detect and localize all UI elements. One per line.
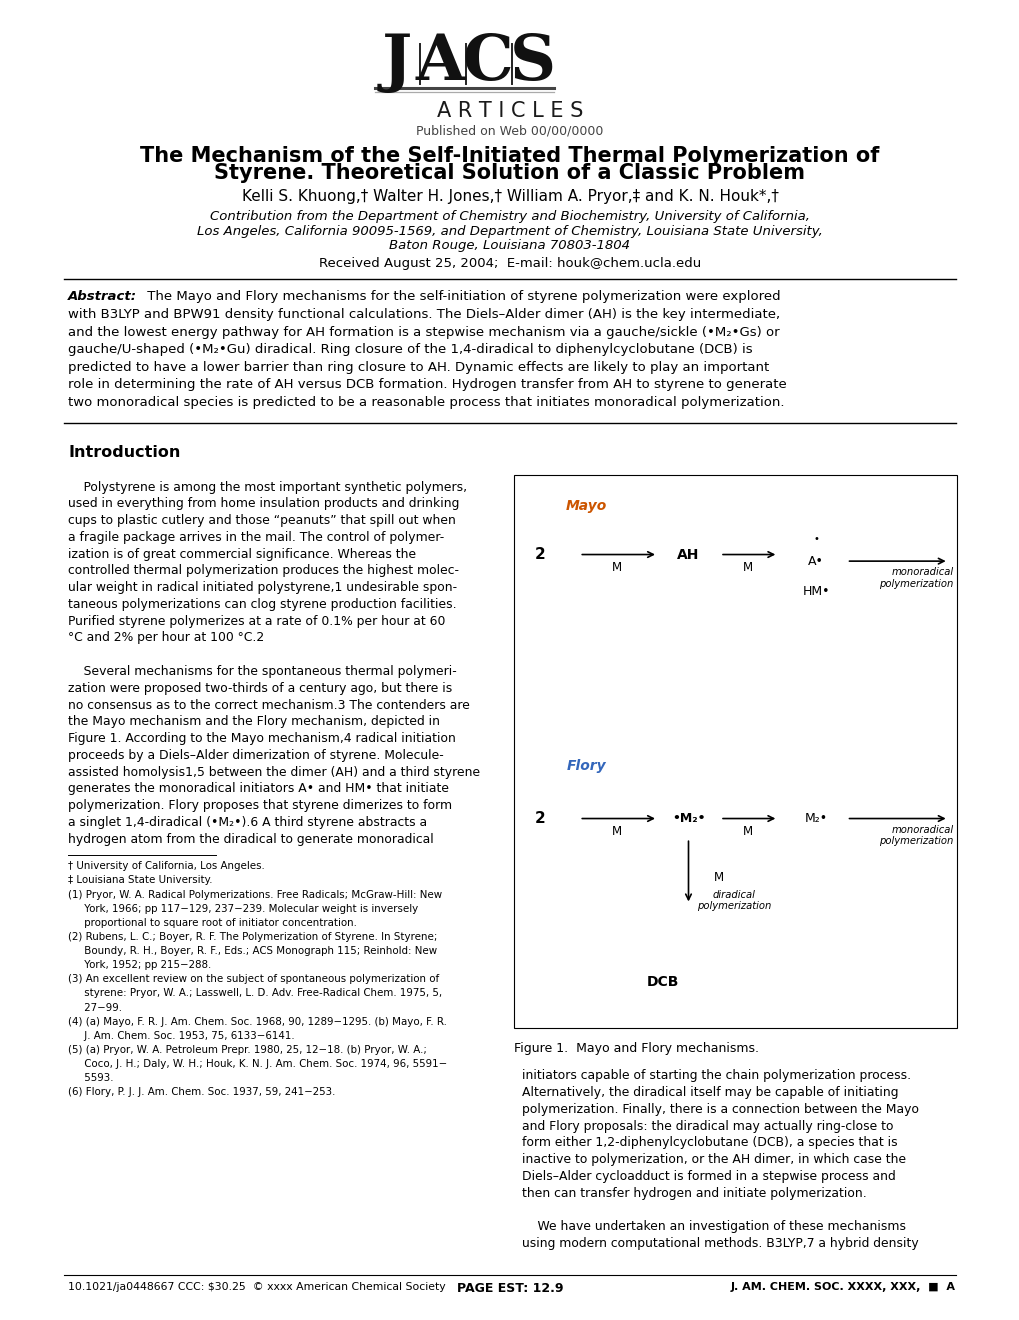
Text: A R T I C L E S: A R T I C L E S (436, 100, 583, 121)
Text: M: M (611, 561, 622, 574)
Text: Los Angeles, California 90095-1569, and Department of Chemistry, Louisiana State: Los Angeles, California 90095-1569, and … (197, 224, 822, 238)
Text: controlled thermal polymerization produces the highest molec-: controlled thermal polymerization produc… (68, 565, 459, 577)
Text: cups to plastic cutlery and those “peanuts” that spill out when: cups to plastic cutlery and those “peanu… (68, 513, 455, 527)
Text: We have undertaken an investigation of these mechanisms: We have undertaken an investigation of t… (522, 1220, 905, 1233)
Text: proceeds by a Diels–Alder dimerization of styrene. Molecule-: proceeds by a Diels–Alder dimerization o… (68, 748, 443, 762)
Text: 5593.: 5593. (68, 1073, 114, 1084)
Text: HM•: HM• (802, 585, 828, 598)
Text: Diels–Alder cycloadduct is formed in a stepwise process and: Diels–Alder cycloadduct is formed in a s… (522, 1170, 895, 1183)
Text: a singlet 1,4-diradical (•M₂•).6 A third styrene abstracts a: a singlet 1,4-diradical (•M₂•).6 A third… (68, 816, 427, 829)
Text: and the lowest energy pathway for AH formation is a stepwise mechanism via a gau: and the lowest energy pathway for AH for… (68, 326, 780, 338)
Bar (514, 475, 956, 1028)
Text: used in everything from home insulation products and drinking: used in everything from home insulation … (68, 498, 460, 511)
Text: J. AM. CHEM. SOC. XXXX, XXX,  ■  A: J. AM. CHEM. SOC. XXXX, XXX, ■ A (730, 1282, 955, 1292)
Text: ular weight in radical initiated polystyrene,1 undesirable spon-: ular weight in radical initiated polysty… (68, 581, 457, 594)
Text: generates the monoradical initiators A• and HM• that initiate: generates the monoradical initiators A• … (68, 783, 449, 796)
Text: M: M (713, 871, 723, 884)
Text: •M₂•: •M₂• (672, 812, 704, 825)
Text: A: A (416, 32, 465, 92)
Text: Styrene. Theoretical Solution of a Classic Problem: Styrene. Theoretical Solution of a Class… (214, 162, 805, 183)
Text: ization is of great commercial significance. Whereas the: ization is of great commercial significa… (68, 548, 416, 561)
Text: Kelli S. Khuong,† Walter H. Jones,† William A. Pryor,‡ and K. N. Houk*,†: Kelli S. Khuong,† Walter H. Jones,† Will… (242, 189, 777, 205)
Text: two monoradical species is predicted to be a reasonable process that initiates m: two monoradical species is predicted to … (68, 396, 784, 409)
Text: (4) (a) Mayo, F. R. J. Am. Chem. Soc. 1968, 90, 1289−1295. (b) Mayo, F. R.: (4) (a) Mayo, F. R. J. Am. Chem. Soc. 19… (68, 1016, 446, 1027)
Text: Abstract:: Abstract: (68, 290, 138, 304)
Text: taneous polymerizations can clog styrene production facilities.: taneous polymerizations can clog styrene… (68, 598, 457, 611)
Text: monoradical
polymerization: monoradical polymerization (878, 568, 953, 589)
Text: no consensus as to the correct mechanism.3 The contenders are: no consensus as to the correct mechanism… (68, 698, 470, 711)
Text: S: S (508, 32, 555, 92)
Text: 2: 2 (535, 810, 545, 826)
Text: polymerization. Finally, there is a connection between the Mayo: polymerization. Finally, there is a conn… (522, 1102, 918, 1115)
Text: Figure 1. According to the Mayo mechanism,4 radical initiation: Figure 1. According to the Mayo mechanis… (68, 733, 455, 744)
Text: Figure 1.  Mayo and Flory mechanisms.: Figure 1. Mayo and Flory mechanisms. (514, 1041, 758, 1055)
Text: C: C (462, 32, 513, 92)
Text: The Mayo and Flory mechanisms for the self-initiation of styrene polymerization : The Mayo and Flory mechanisms for the se… (143, 290, 780, 304)
Text: using modern computational methods. B3LYP,7 a hybrid density: using modern computational methods. B3LY… (522, 1237, 918, 1250)
Text: The Mechanism of the Self-Initiated Thermal Polymerization of: The Mechanism of the Self-Initiated Ther… (141, 145, 878, 166)
Text: then can transfer hydrogen and initiate polymerization.: then can transfer hydrogen and initiate … (522, 1187, 866, 1200)
Text: Introduction: Introduction (68, 445, 180, 459)
Text: role in determining the rate of AH versus DCB formation. Hydrogen transfer from : role in determining the rate of AH versu… (68, 378, 787, 391)
Text: York, 1952; pp 215−288.: York, 1952; pp 215−288. (68, 960, 211, 970)
Text: the Mayo mechanism and the Flory mechanism, depicted in: the Mayo mechanism and the Flory mechani… (68, 715, 440, 729)
Text: † University of California, Los Angeles.: † University of California, Los Angeles. (68, 861, 265, 871)
Text: form either 1,2-diphenylcyclobutane (DCB), a species that is: form either 1,2-diphenylcyclobutane (DCB… (522, 1137, 897, 1150)
Text: PAGE EST: 12.9: PAGE EST: 12.9 (457, 1282, 562, 1295)
Text: °C and 2% per hour at 100 °C.2: °C and 2% per hour at 100 °C.2 (68, 631, 264, 644)
Text: J. Am. Chem. Soc. 1953, 75, 6133−6141.: J. Am. Chem. Soc. 1953, 75, 6133−6141. (68, 1031, 294, 1040)
Text: with B3LYP and BPW91 density functional calculations. The Diels–Alder dimer (AH): with B3LYP and BPW91 density functional … (68, 308, 780, 321)
Text: Alternatively, the diradical itself may be capable of initiating: Alternatively, the diradical itself may … (522, 1086, 898, 1100)
Text: (5) (a) Pryor, W. A. Petroleum Prepr. 1980, 25, 12−18. (b) Pryor, W. A.;: (5) (a) Pryor, W. A. Petroleum Prepr. 19… (68, 1045, 427, 1055)
Text: styrene: Pryor, W. A.; Lasswell, L. D. Adv. Free-Radical Chem. 1975, 5,: styrene: Pryor, W. A.; Lasswell, L. D. A… (68, 989, 442, 998)
Text: initiators capable of starting the chain polymerization process.: initiators capable of starting the chain… (522, 1069, 910, 1082)
Text: A•: A• (807, 554, 823, 568)
Text: J: J (381, 32, 412, 92)
Text: M₂•: M₂• (804, 812, 826, 825)
Text: Contribution from the Department of Chemistry and Biochemistry, University of Ca: Contribution from the Department of Chem… (210, 210, 809, 223)
Text: 10.1021/ja0448667 CCC: $30.25  © xxxx American Chemical Society: 10.1021/ja0448667 CCC: $30.25 © xxxx Ame… (68, 1282, 445, 1292)
Text: Boundy, R. H., Boyer, R. F., Eds.; ACS Monograph 115; Reinhold: New: Boundy, R. H., Boyer, R. F., Eds.; ACS M… (68, 946, 437, 956)
Text: M: M (742, 825, 752, 838)
Text: (6) Flory, P. J. J. Am. Chem. Soc. 1937, 59, 241−253.: (6) Flory, P. J. J. Am. Chem. Soc. 1937,… (68, 1088, 335, 1097)
Text: Baton Rouge, Louisiana 70803-1804: Baton Rouge, Louisiana 70803-1804 (389, 239, 630, 252)
Text: Received August 25, 2004;  E-mail: houk@chem.ucla.edu: Received August 25, 2004; E-mail: houk@c… (319, 257, 700, 271)
Text: Published on Web 00/00/0000: Published on Web 00/00/0000 (416, 124, 603, 137)
Text: hydrogen atom from the diradical to generate monoradical: hydrogen atom from the diradical to gene… (68, 833, 434, 846)
Text: M: M (742, 561, 752, 574)
Text: Several mechanisms for the spontaneous thermal polymeri-: Several mechanisms for the spontaneous t… (68, 665, 457, 678)
Text: AH: AH (677, 548, 699, 561)
Text: (3) An excellent review on the subject of spontaneous polymerization of: (3) An excellent review on the subject o… (68, 974, 439, 985)
Text: monoradical
polymerization: monoradical polymerization (878, 825, 953, 846)
Text: inactive to polymerization, or the AH dimer, in which case the: inactive to polymerization, or the AH di… (522, 1154, 906, 1166)
Text: and Flory proposals: the diradical may actually ring-close to: and Flory proposals: the diradical may a… (522, 1119, 893, 1133)
Text: Mayo: Mayo (566, 499, 606, 513)
Text: (1) Pryor, W. A. Radical Polymerizations. Free Radicals; McGraw-Hill: New: (1) Pryor, W. A. Radical Polymerizations… (68, 890, 442, 899)
Text: 27−99.: 27−99. (68, 1003, 122, 1012)
Text: DCB: DCB (646, 975, 679, 989)
Text: assisted homolysis1,5 between the dimer (AH) and a third styrene: assisted homolysis1,5 between the dimer … (68, 766, 480, 779)
Text: 2: 2 (535, 546, 545, 562)
Text: ‡ Louisiana State University.: ‡ Louisiana State University. (68, 875, 213, 886)
Text: gauche/U-shaped (•M₂•Gu) diradical. Ring closure of the 1,4-diradical to dipheny: gauche/U-shaped (•M₂•Gu) diradical. Ring… (68, 343, 752, 356)
Text: Coco, J. H.; Daly, W. H.; Houk, K. N. J. Am. Chem. Soc. 1974, 96, 5591−: Coco, J. H.; Daly, W. H.; Houk, K. N. J.… (68, 1059, 447, 1069)
Text: Flory: Flory (567, 759, 605, 774)
Text: diradical
polymerization: diradical polymerization (697, 890, 770, 911)
Text: Purified styrene polymerizes at a rate of 0.1% per hour at 60: Purified styrene polymerizes at a rate o… (68, 615, 445, 628)
Text: proportional to square root of initiator concentration.: proportional to square root of initiator… (68, 917, 357, 928)
Text: zation were proposed two-thirds of a century ago, but there is: zation were proposed two-thirds of a cen… (68, 681, 452, 694)
Text: Polystyrene is among the most important synthetic polymers,: Polystyrene is among the most important … (68, 480, 467, 494)
Text: York, 1966; pp 117−129, 237−239. Molecular weight is inversely: York, 1966; pp 117−129, 237−239. Molecul… (68, 904, 418, 913)
Text: M: M (611, 825, 622, 838)
Text: polymerization. Flory proposes that styrene dimerizes to form: polymerization. Flory proposes that styr… (68, 799, 452, 812)
Text: predicted to have a lower barrier than ring closure to AH. Dynamic effects are l: predicted to have a lower barrier than r… (68, 360, 769, 374)
Text: a fragile package arrives in the mail. The control of polymer-: a fragile package arrives in the mail. T… (68, 531, 444, 544)
Text: •: • (812, 533, 818, 544)
Text: (2) Rubens, L. C.; Boyer, R. F. The Polymerization of Styrene. In Styrene;: (2) Rubens, L. C.; Boyer, R. F. The Poly… (68, 932, 437, 942)
